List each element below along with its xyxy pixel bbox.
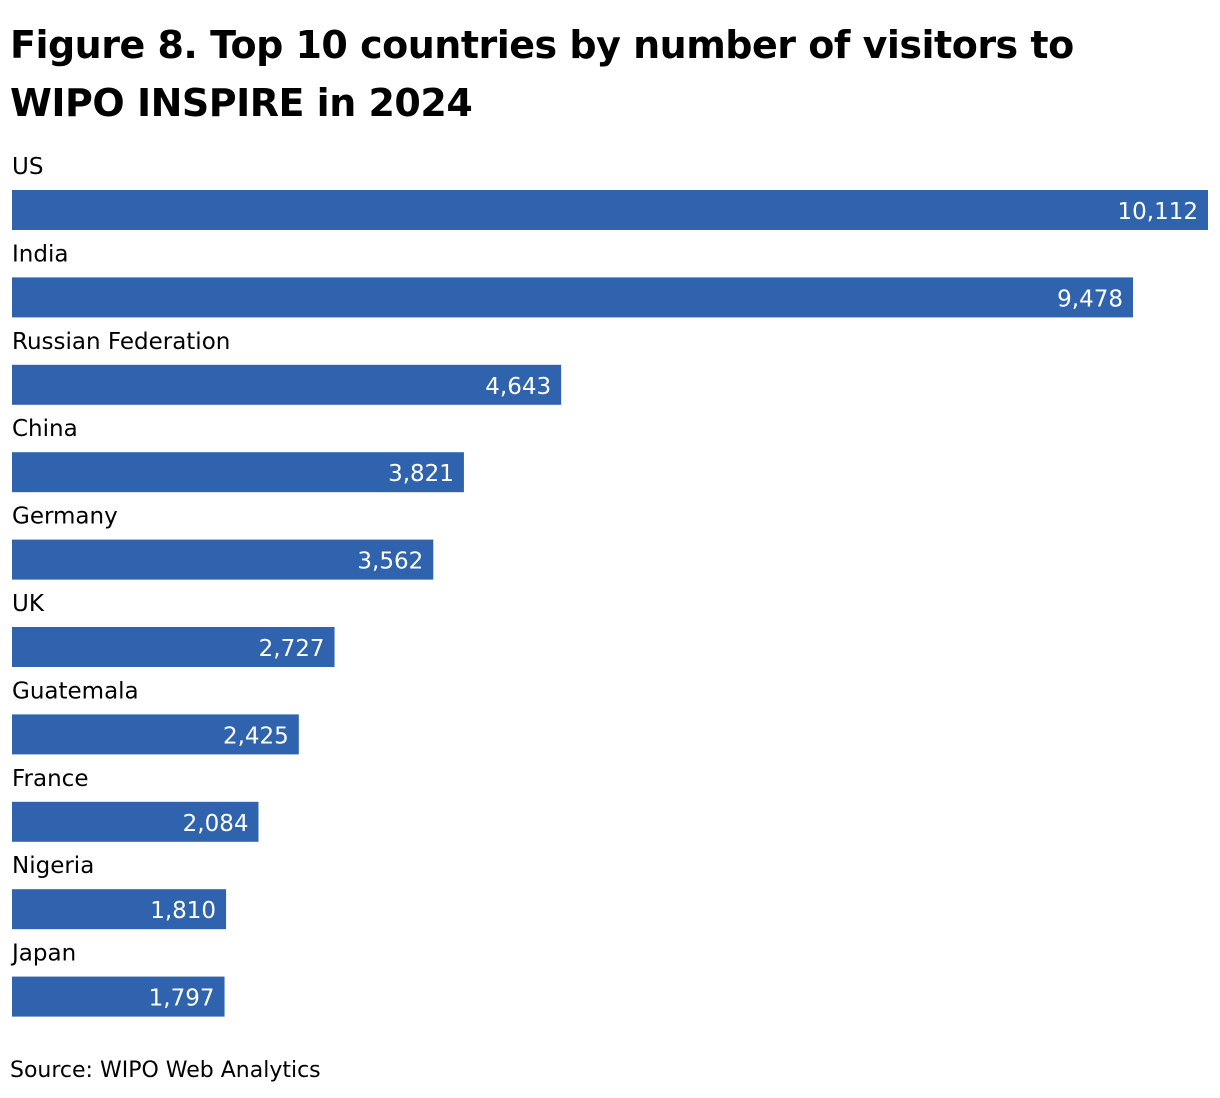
bar-chart: US 10,112 India 9,478 Russian Federation 4,64… [10,154,1208,1017]
value-label: 9,478 [1057,286,1123,312]
value-label: 1,810 [150,898,216,924]
bar [12,714,299,755]
value-label: 4,643 [485,374,551,400]
bar [12,627,335,667]
category-label: Germany [12,504,118,530]
bar [12,539,434,580]
category-label: Guatemala [12,678,139,704]
bar [12,976,225,1017]
chart-title: Figure 8. Top 10 countries by number of … [10,23,1074,125]
source-note: Source: WIPO Web Analytics [10,1058,321,1083]
value-label: 3,821 [388,461,454,487]
bar [12,364,562,405]
bar [12,452,464,493]
category-label: UK [12,591,45,617]
category-label: Russian Federation [12,329,230,355]
category-label: France [12,766,88,792]
category-label: China [12,416,78,442]
category-label: India [12,241,68,267]
bar [12,889,227,930]
bar [12,277,1134,318]
category-label: US [12,154,43,180]
bar [12,801,259,842]
value-label: 10,112 [1118,199,1198,225]
value-label: 1,797 [149,986,215,1012]
value-label: 2,727 [259,636,325,662]
value-label: 2,084 [183,811,249,837]
bar [12,190,1208,230]
value-label: 2,425 [223,723,289,749]
category-label: Nigeria [12,853,94,879]
value-label: 3,562 [357,549,423,575]
category-label: Japan [10,941,76,967]
